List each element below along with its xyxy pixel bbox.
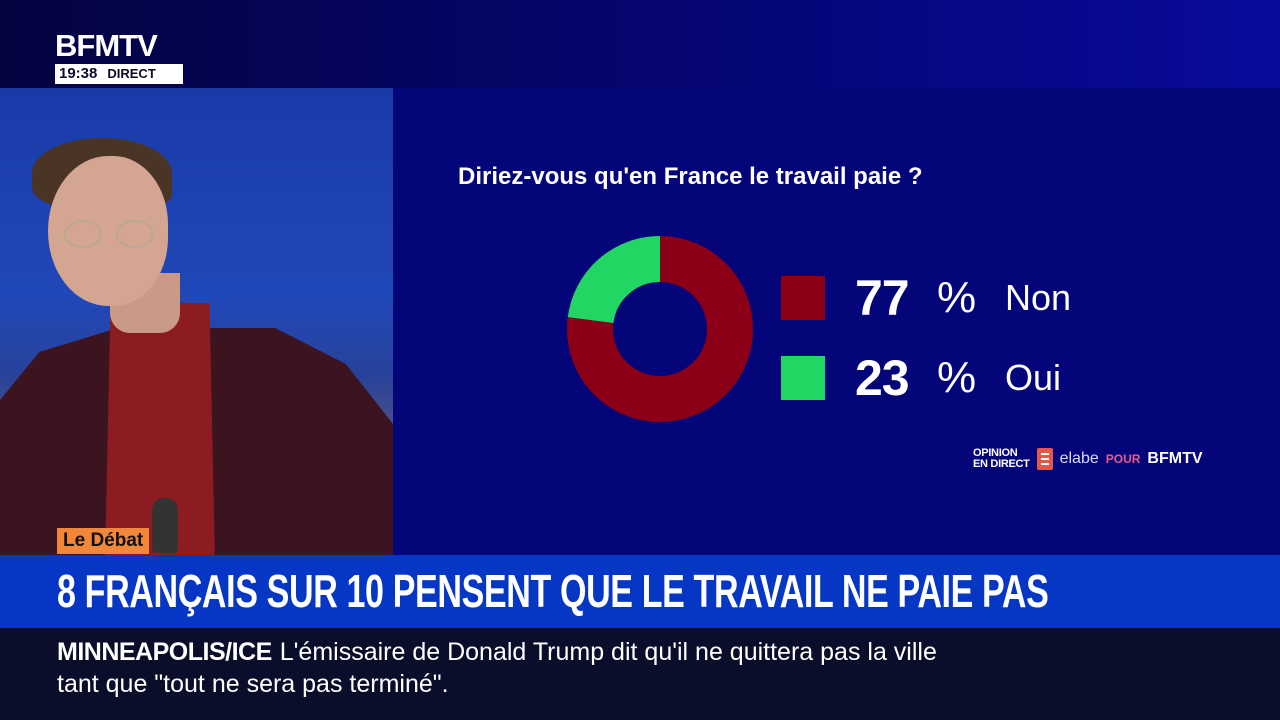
- legend-percent-sign: %: [937, 273, 977, 322]
- live-clock: 19:38 DIRECT: [55, 64, 183, 84]
- chart-legend: 77 % Non 23 % Oui: [781, 258, 1071, 418]
- news-ticker: MINNEAPOLIS/ICE L'émissaire de Donald Tru…: [0, 628, 1280, 720]
- broadcaster-name: BFMTV: [1147, 450, 1203, 467]
- clock-time: 19:38: [59, 65, 98, 82]
- opinion-line2: EN DIRECT: [973, 458, 1030, 470]
- legend-value: 77: [855, 270, 910, 326]
- channel-logo: BFMTV 19:38 DIRECT: [55, 30, 183, 84]
- opinion-en-direct-logo: OPINION EN DIRECT: [973, 448, 1030, 470]
- live-label: DIRECT: [107, 66, 156, 81]
- poll-source: OPINION EN DIRECT elabe POUR BFMTV: [973, 448, 1203, 470]
- segment-badge: Le Débat: [57, 528, 150, 554]
- pour-label: POUR: [1105, 452, 1141, 466]
- ticker-tag: MINNEAPOLIS/ICE: [57, 638, 272, 666]
- glasses-icon: [58, 220, 168, 250]
- legend-swatch-oui: [781, 356, 825, 400]
- legend-row-oui: 23 % Oui: [781, 338, 1071, 418]
- top-bar: BFMTV 19:38 DIRECT: [0, 0, 1280, 88]
- legend-row-non: 77 % Non: [781, 258, 1071, 338]
- opinion-line1: OPINION: [973, 447, 1018, 459]
- ticker-text-1: L'émissaire de Donald Trump dit qu'il ne…: [279, 638, 937, 666]
- channel-name: BFMTV: [55, 28, 158, 63]
- poll-question: Diriez-vous qu'en France le travail paie…: [458, 163, 923, 190]
- elabe-logo-icon: [1036, 448, 1053, 470]
- headline-banner: 8 FRANÇAIS SUR 10 PENSENT QUE LE TRAVAIL…: [0, 555, 1280, 628]
- guest-video: [0, 88, 393, 555]
- legend-percent-sign: %: [937, 353, 977, 402]
- donut-chart: [567, 236, 753, 422]
- pollster-name: elabe: [1059, 450, 1099, 467]
- legend-label: Non: [1005, 277, 1072, 318]
- donut-slice-oui: [567, 236, 753, 422]
- poll-chart-panel: Diriez-vous qu'en France le travail paie…: [393, 88, 1280, 555]
- headline-text: 8 FRANÇAIS SUR 10 PENSENT QUE LE TRAVAIL…: [57, 565, 1049, 617]
- ticker-line-1: MINNEAPOLIS/ICE L'émissaire de Donald Tru…: [57, 638, 937, 667]
- legend-label: Oui: [1005, 357, 1062, 398]
- legend-swatch-non: [781, 276, 825, 320]
- microphone-icon: [152, 498, 178, 553]
- ticker-line-2: tant que "tout ne sera pas terminé".: [57, 670, 449, 698]
- legend-value: 23: [855, 350, 910, 406]
